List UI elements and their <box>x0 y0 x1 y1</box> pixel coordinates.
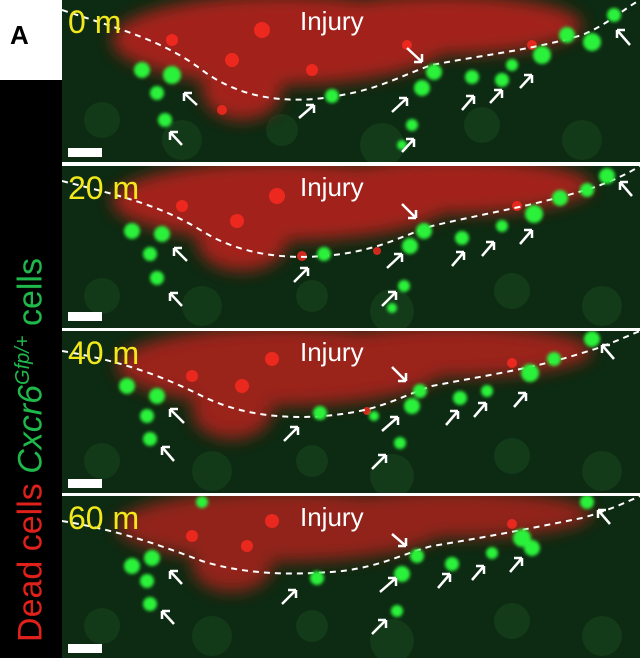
injury-label: Injury <box>300 172 364 202</box>
scale-bar <box>68 479 102 488</box>
frame-20m: 20 m Injury <box>62 166 640 328</box>
gfp-superscript: Gfp/+ <box>12 335 35 385</box>
frame-60m: 60 m Injury <box>62 496 640 658</box>
side-label-strip: Dead cells Cxcr6Gfp/+ cells <box>0 80 62 658</box>
dead-cells-label: Dead cells <box>11 483 50 642</box>
injury-label: Injury <box>300 337 364 367</box>
microscopy-image <box>62 0 640 162</box>
cxcr6-label: Cxcr6 <box>11 384 50 474</box>
microscopy-image <box>62 331 640 493</box>
injury-label: Injury <box>300 502 364 532</box>
frame-0m: 0 m Injury <box>62 0 640 162</box>
scale-bar <box>68 644 102 653</box>
side-label: Dead cells Cxcr6Gfp/+ cells <box>12 258 51 642</box>
time-label: 20 m <box>68 170 140 206</box>
frame-40m: 40 m Injury <box>62 331 640 493</box>
time-label: 60 m <box>68 500 140 536</box>
microscopy-image <box>62 496 640 658</box>
panel-letter: A <box>10 20 29 50</box>
injury-label: Injury <box>300 6 364 36</box>
time-label: 0 m <box>68 4 122 40</box>
panel-letter-box: A <box>0 0 62 80</box>
scale-bar <box>68 312 102 321</box>
scale-bar <box>68 148 102 157</box>
cells-label: cells <box>11 258 50 327</box>
time-label: 40 m <box>68 335 140 371</box>
microscopy-image <box>62 166 640 328</box>
